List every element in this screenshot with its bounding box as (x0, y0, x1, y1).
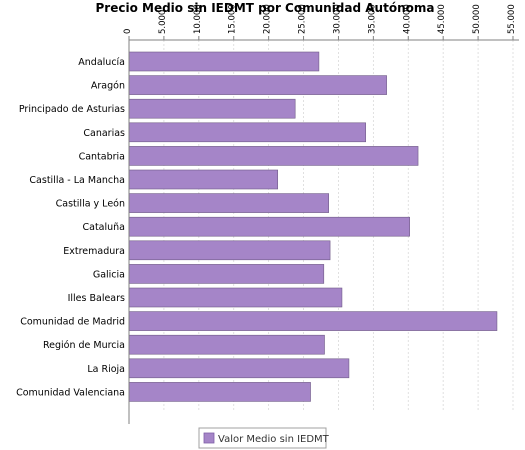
legend[interactable]: Valor Medio sin IEDMT (198, 427, 330, 449)
legend-label: Valor Medio sin IEDMT (218, 434, 330, 445)
x-tick-label: 35.000 (367, 4, 377, 34)
x-tick-label: 30.000 (332, 4, 342, 34)
category-label: Cataluña (82, 222, 125, 233)
category-label: Galicia (93, 269, 125, 280)
bar[interactable] (128, 75, 387, 95)
category-label: Comunidad de Madrid (20, 317, 125, 328)
bar[interactable] (128, 334, 325, 355)
x-axis-ticks: 0 5.000 10.000 15.000 20.000 25.000 30.000 35.0… (123, 4, 517, 40)
bar[interactable] (128, 382, 311, 402)
bar[interactable] (128, 169, 279, 190)
x-tick-label: 10.000 (193, 4, 203, 34)
bar[interactable] (128, 146, 419, 166)
category-label: Illes Balears (68, 293, 125, 304)
bar[interactable] (128, 216, 410, 237)
x-tick-label: 25.000 (298, 4, 308, 34)
category-label: Extremadura (63, 246, 125, 257)
category-label: Cantabria (79, 151, 125, 162)
chart-title: Precio Medio sin IEDMT por Comunidad Aut… (96, 1, 435, 15)
category-label: Aragón (91, 81, 125, 92)
x-tick-label: 50.000 (472, 4, 482, 34)
x-tick-label: 0 (123, 29, 133, 34)
bars (128, 51, 498, 402)
category-labels: Andalucía Aragón Principado de Asturias Can… (16, 57, 125, 398)
x-tick-label: 45.000 (437, 4, 447, 34)
bar[interactable] (128, 98, 296, 119)
category-label: Canarias (83, 128, 125, 139)
legend-swatch (203, 432, 215, 444)
bar[interactable] (128, 122, 366, 143)
category-label: Región de Murcia (43, 340, 125, 351)
legend-box (198, 427, 327, 449)
bar[interactable] (128, 193, 329, 213)
category-label: Castilla - La Mancha (29, 175, 125, 186)
bar[interactable] (128, 51, 320, 72)
bar[interactable] (128, 287, 343, 308)
x-tick-label: 55.000 (507, 4, 517, 34)
category-label: Andalucía (78, 57, 125, 68)
bar[interactable] (128, 264, 325, 284)
category-label: Principado de Asturias (19, 104, 125, 115)
x-tick-label: 5.000 (158, 10, 168, 34)
category-label: Comunidad Valenciana (16, 387, 125, 398)
x-tick-label: 40.000 (402, 4, 412, 34)
x-tick-label: 20.000 (263, 4, 273, 34)
bar[interactable] (128, 311, 498, 331)
category-label: La Rioja (87, 364, 125, 375)
bar[interactable] (128, 358, 350, 379)
x-tick-label: 15.000 (228, 4, 238, 34)
category-label: Castilla y León (56, 199, 125, 210)
bar[interactable] (128, 240, 331, 261)
